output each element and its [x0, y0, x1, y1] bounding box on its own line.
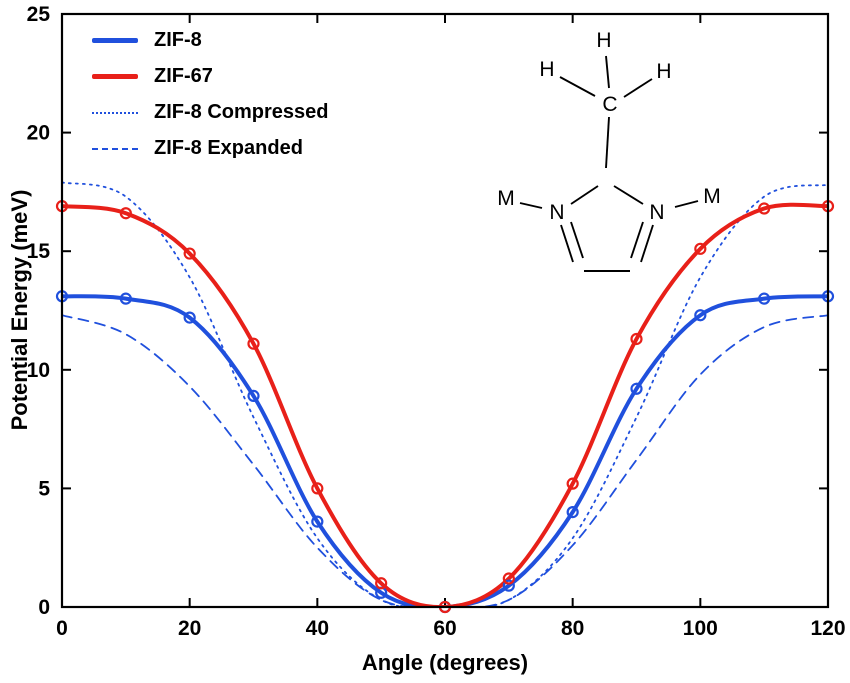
x-tick-label: 100 — [683, 617, 718, 640]
y-tick-label: 5 — [38, 477, 50, 500]
legend-label-zif8: ZIF-8 — [154, 29, 202, 51]
data-marker — [694, 309, 707, 322]
data-marker — [247, 389, 260, 402]
data-marker — [566, 477, 579, 490]
data-marker — [311, 515, 324, 528]
atom-n: N — [649, 201, 664, 224]
data-marker — [566, 506, 579, 519]
plot-frame — [60, 12, 830, 609]
legend-line-sample-zif8-expanded — [92, 147, 138, 150]
y-tick-label: 0 — [38, 596, 50, 619]
atom-m: M — [703, 185, 721, 208]
axes-ticks: 0 20 40 60 80 100 120 0 5 10 15 20 25 — [27, 3, 846, 640]
atom-h: H — [596, 29, 611, 52]
data-marker — [502, 572, 515, 585]
data-marker — [758, 292, 771, 305]
legend-label-zif67: ZIF-67 — [154, 65, 213, 87]
curve-zif-8 — [62, 294, 828, 607]
y-tick-label: 25 — [27, 3, 51, 26]
series-curves — [62, 181, 828, 607]
atom-m: M — [497, 187, 515, 210]
data-marker — [375, 577, 388, 590]
data-marker — [183, 247, 196, 260]
atom-h: H — [539, 58, 554, 81]
data-marker — [630, 332, 643, 346]
legend-item-zif8-compressed: ZIF-8 Compressed — [92, 98, 328, 127]
data-marker — [119, 207, 132, 220]
x-axis-label: Angle (degrees) — [361, 650, 529, 675]
legend-item-zif8: ZIF-8 — [92, 26, 328, 55]
data-marker — [758, 202, 771, 215]
legend-line-sample-zif67 — [92, 74, 138, 79]
data-marker — [311, 482, 324, 495]
x-tick-label: 0 — [56, 617, 68, 640]
chart-legend: ZIF-8 ZIF-67 ZIF-8 Compressed ZIF-8 Expa… — [92, 26, 328, 163]
legend-item-zif8-expanded: ZIF-8 Expanded — [92, 134, 328, 163]
legend-line-sample-zif8 — [92, 38, 138, 43]
curve-zif-8-compressed — [62, 181, 828, 607]
atom-c: C — [602, 93, 617, 116]
legend-label-zif8-expanded: ZIF-8 Expanded — [154, 137, 303, 159]
curve-zif-8-expanded — [62, 314, 828, 607]
y-axis-label: Potential Energy (meV) — [7, 189, 32, 431]
data-marker — [247, 337, 260, 350]
data-marker — [630, 382, 643, 395]
data-marker — [183, 311, 196, 324]
x-tick-label: 80 — [561, 617, 584, 640]
x-tick-label: 120 — [810, 617, 845, 640]
legend-line-sample-zif8-compressed — [92, 111, 138, 114]
data-marker — [119, 292, 132, 305]
data-marker — [694, 242, 707, 255]
atom-h: H — [656, 60, 671, 83]
curve-zif-67 — [62, 202, 828, 607]
data-marker — [502, 579, 515, 592]
x-tick-label: 40 — [306, 617, 329, 640]
legend-item-zif67: ZIF-67 — [92, 62, 328, 91]
molecule-inset: H H H C N N M M — [497, 29, 721, 272]
x-tick-label: 60 — [433, 617, 456, 640]
series-markers — [55, 200, 835, 614]
x-tick-label: 20 — [178, 617, 201, 640]
y-tick-label: 10 — [27, 359, 50, 382]
y-tick-label: 15 — [27, 240, 51, 263]
legend-label-zif8-compressed: ZIF-8 Compressed — [154, 101, 329, 123]
y-tick-label: 20 — [27, 122, 50, 145]
atom-n: N — [549, 201, 564, 224]
